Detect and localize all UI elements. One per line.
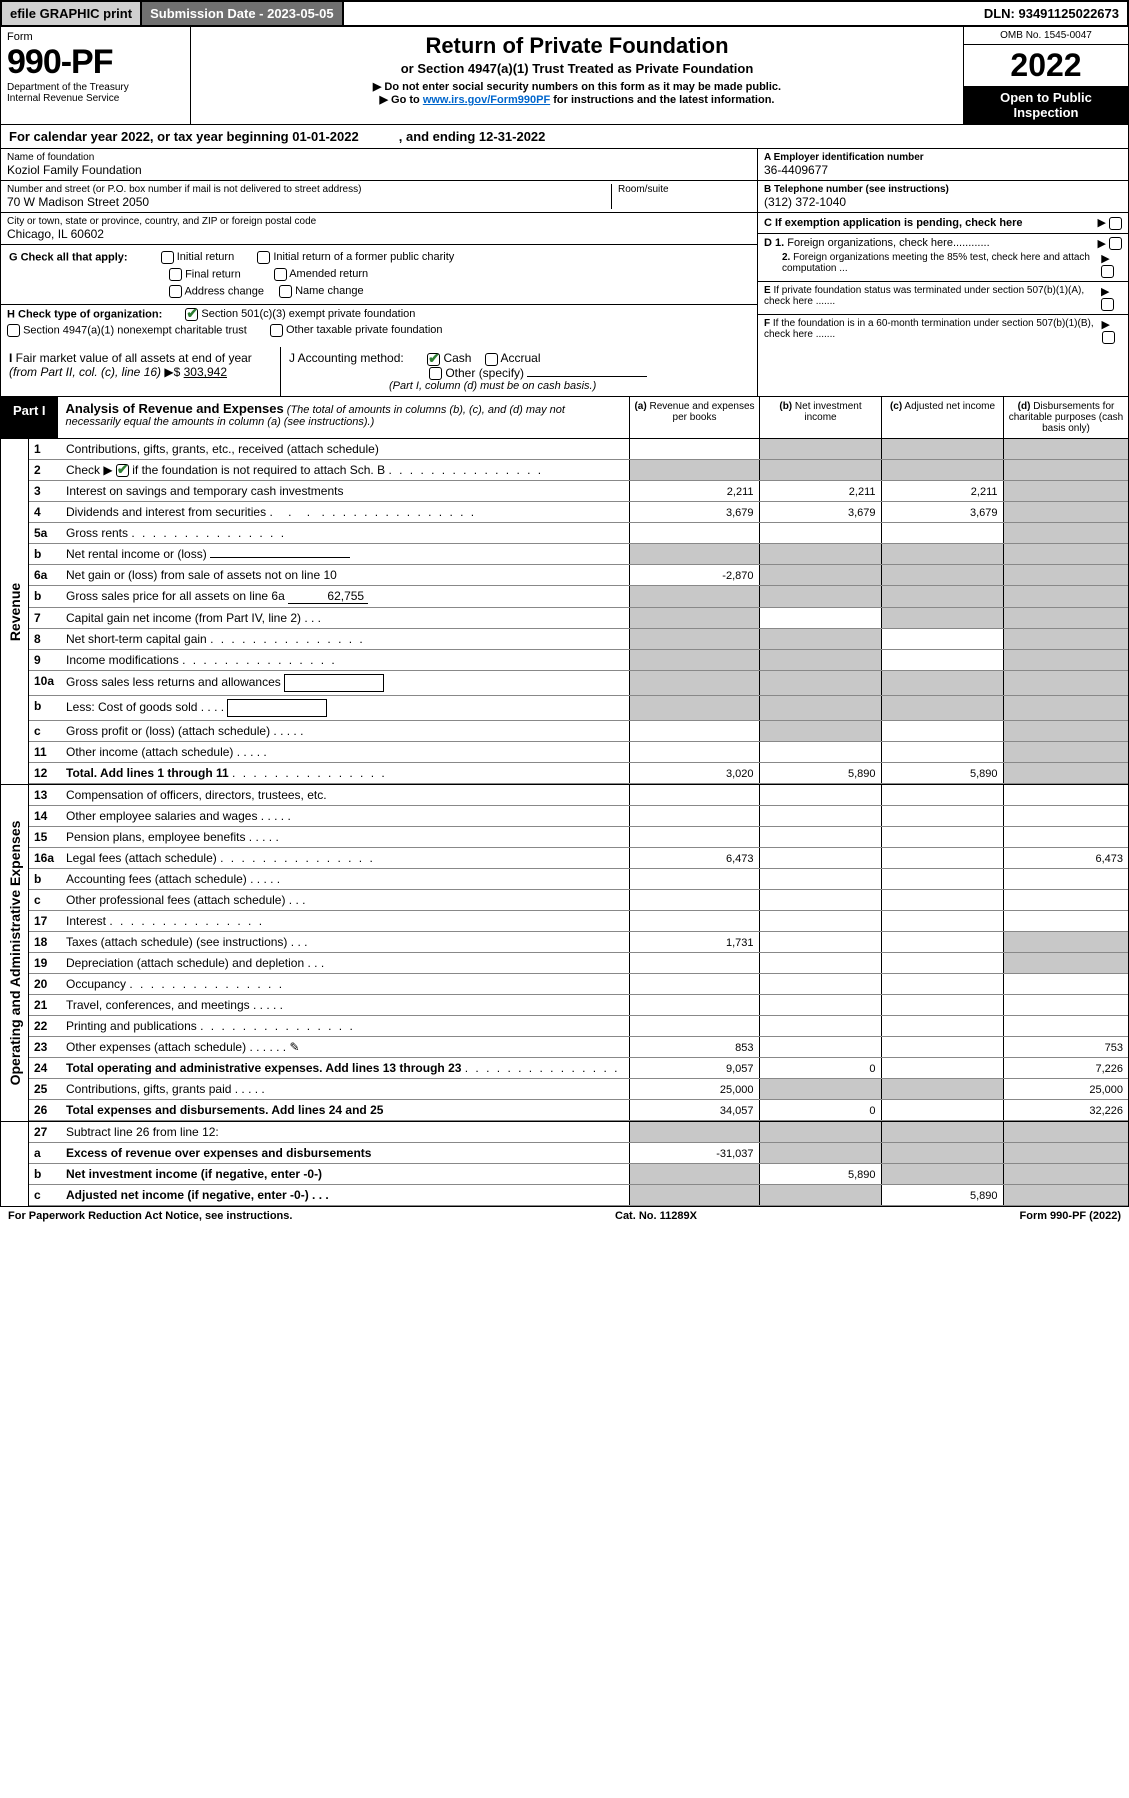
h-label: H Check type of organization: (7, 308, 162, 320)
dept-treasury: Department of the Treasury (7, 82, 184, 93)
room-label: Room/suite (618, 184, 751, 195)
g-initial-former-checkbox[interactable] (257, 251, 270, 264)
paperwork-notice: For Paperwork Reduction Act Notice, see … (8, 1210, 292, 1222)
revenue-section: Revenue 1Contributions, gifts, grants, e… (0, 439, 1129, 785)
pencil-icon[interactable] (289, 1040, 303, 1054)
dln: DLN: 93491125022673 (976, 2, 1127, 25)
h-4947-checkbox[interactable] (7, 324, 20, 337)
col-b-header: (b) Net investment income (759, 397, 881, 438)
h-501c3-checkbox[interactable] (185, 308, 198, 321)
revenue-table: 1Contributions, gifts, grants, etc., rec… (29, 439, 1128, 784)
submission-date: Submission Date - 2023-05-05 (142, 2, 344, 25)
a-label: A Employer identification number (764, 152, 1122, 163)
ij-block: I Fair market value of all assets at end… (0, 347, 1129, 397)
name-label: Name of foundation (7, 152, 751, 163)
g-final-return-checkbox[interactable] (169, 268, 182, 281)
page-footer: For Paperwork Reduction Act Notice, see … (0, 1207, 1129, 1225)
expenses-side-label: Operating and Administrative Expenses (7, 821, 23, 1086)
entity-info: Name of foundation Koziol Family Foundat… (0, 149, 1129, 347)
cat-number: Cat. No. 11289X (615, 1210, 697, 1222)
foundation-name: Koziol Family Foundation (7, 163, 751, 177)
line27-section: 27Subtract line 26 from line 12: aExcess… (0, 1122, 1129, 1207)
city-state-zip: Chicago, IL 60602 (7, 227, 751, 241)
form-ref: Form 990-PF (2022) (1020, 1210, 1121, 1222)
street-address: 70 W Madison Street 2050 (7, 195, 611, 209)
instr-ssn: ▶ Do not enter social security numbers o… (201, 80, 953, 93)
b-label: B Telephone number (see instructions) (764, 184, 1122, 195)
col-c-header: (c) Adjusted net income (881, 397, 1003, 438)
line27-table: 27Subtract line 26 from line 12: aExcess… (29, 1122, 1128, 1206)
g-name-change-checkbox[interactable] (279, 285, 292, 298)
g-address-change-checkbox[interactable] (169, 285, 182, 298)
part1-header: Part I Analysis of Revenue and Expenses … (0, 397, 1129, 439)
f-label: F If the foundation is in a 60-month ter… (764, 318, 1102, 344)
form-title: Return of Private Foundation (201, 33, 953, 59)
cal-year-end: , and ending 12-31-2022 (399, 129, 546, 144)
fmv-value: 303,942 (184, 365, 227, 379)
form-header: Form 990-PF Department of the Treasury I… (0, 27, 1129, 125)
city-label: City or town, state or province, country… (7, 216, 751, 227)
d2-label: 2. Foreign organizations meeting the 85%… (764, 252, 1101, 278)
j-label: J Accounting method: (289, 351, 404, 365)
revenue-side-label: Revenue (7, 582, 23, 640)
efile-print-button[interactable]: efile GRAPHIC print (2, 2, 142, 25)
tax-year: 2022 (964, 45, 1128, 86)
j-accrual-checkbox[interactable] (485, 353, 498, 366)
instr-goto: ▶ Go to www.irs.gov/Form990PF for instru… (201, 93, 953, 106)
top-bar: efile GRAPHIC print Submission Date - 20… (0, 0, 1129, 27)
expenses-table: 13Compensation of officers, directors, t… (29, 785, 1128, 1121)
e-label: E If private foundation status was termi… (764, 285, 1101, 311)
j-other-checkbox[interactable] (429, 367, 442, 380)
cal-year-begin: For calendar year 2022, or tax year begi… (9, 129, 359, 144)
g-label: G Check all that apply: (9, 251, 128, 263)
h-other-taxable-checkbox[interactable] (270, 324, 283, 337)
g-initial-return-checkbox[interactable] (161, 251, 174, 264)
addr-label: Number and street (or P.O. box number if… (7, 184, 611, 195)
telephone: (312) 372-1040 (764, 195, 1122, 209)
d2-checkbox[interactable] (1101, 265, 1114, 278)
open-inspection: Open to Public Inspection (964, 86, 1128, 124)
j-cash-checkbox[interactable] (427, 353, 440, 366)
c-label: C If exemption application is pending, c… (764, 217, 1023, 229)
part1-label: Part I (1, 397, 58, 438)
omb-number: OMB No. 1545-0047 (964, 27, 1128, 45)
col-a-header: (a) Revenue and expenses per books (629, 397, 759, 438)
expenses-section: Operating and Administrative Expenses 13… (0, 785, 1129, 1122)
calendar-year-row: For calendar year 2022, or tax year begi… (0, 125, 1129, 149)
form-word: Form (7, 31, 184, 43)
c-checkbox[interactable] (1109, 217, 1122, 230)
schb-checkbox[interactable] (116, 464, 129, 477)
g-amended-return-checkbox[interactable] (274, 268, 287, 281)
e-checkbox[interactable] (1101, 298, 1114, 311)
form990pf-link[interactable]: www.irs.gov/Form990PF (423, 94, 550, 106)
ein: 36-4409677 (764, 163, 1122, 177)
form-number: 990-PF (7, 43, 184, 82)
col-d-header: (d) Disbursements for charitable purpose… (1003, 397, 1128, 438)
d1-label: D 1. Foreign organizations, check here..… (764, 237, 990, 251)
f-checkbox[interactable] (1102, 331, 1115, 344)
j-note: (Part I, column (d) must be on cash basi… (389, 380, 749, 392)
form-subtitle: or Section 4947(a)(1) Trust Treated as P… (201, 61, 953, 76)
d1-checkbox[interactable] (1109, 237, 1122, 250)
part1-title: Analysis of Revenue and Expenses (66, 401, 284, 416)
irs-label: Internal Revenue Service (7, 93, 184, 104)
